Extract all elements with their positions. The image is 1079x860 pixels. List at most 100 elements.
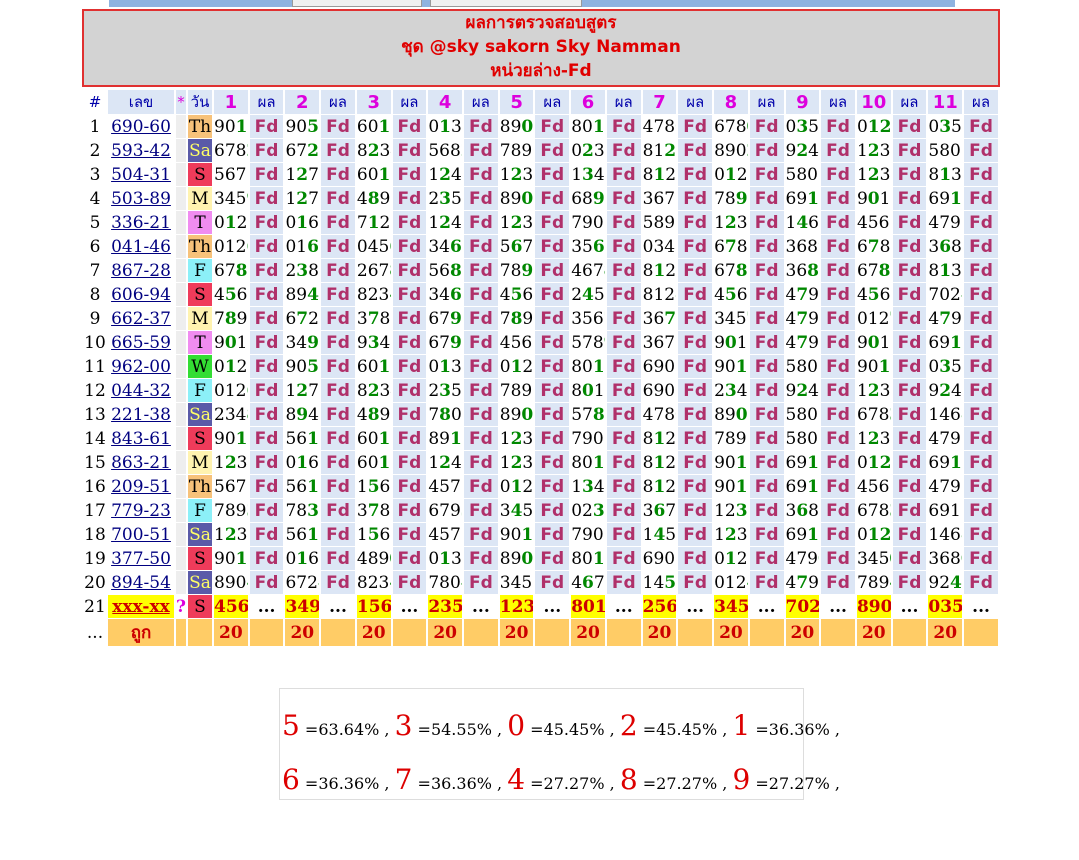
row-number-link[interactable]: 209-51 — [111, 476, 171, 497]
value-hit: 1 — [235, 116, 248, 137]
value-hit: 8 — [604, 261, 605, 281]
value-hit: 2 — [296, 188, 309, 209]
row-number-link[interactable]: 690-60 — [111, 116, 171, 137]
value-prefix: 60 — [356, 428, 379, 449]
value-suffix: 59 — [450, 188, 462, 209]
stat-digit: 0 — [507, 709, 526, 742]
value-prefix: 4 — [785, 284, 797, 305]
value-suffix: 34 — [379, 380, 391, 401]
formula-value: 5670 — [499, 235, 534, 258]
formula-value: 8124 — [642, 283, 677, 306]
result-fd: Fd — [321, 475, 355, 498]
row-number-link[interactable]: 606-94 — [111, 284, 171, 305]
value-hit: 0 — [867, 188, 880, 209]
formula-value: 2348 — [214, 403, 248, 426]
result-fd: Fd — [392, 331, 427, 354]
row-number-link[interactable]: 221-38 — [111, 404, 171, 425]
result-fd: Fd — [464, 355, 498, 378]
row-number-link[interactable]: 894-54 — [111, 572, 171, 593]
row-number-link[interactable]: 867-28 — [111, 260, 171, 281]
top-button-2[interactable] — [430, 0, 582, 7]
row-number-link[interactable]: 665-59 — [111, 332, 171, 353]
totals-value: 20 — [785, 619, 820, 646]
row-number-link[interactable]: 843-61 — [111, 428, 171, 449]
value-hit: 9 — [675, 333, 676, 353]
value-hit: 1 — [307, 524, 319, 545]
result-fd: Fd — [964, 163, 998, 186]
row-number-link[interactable]: 044-32 — [111, 380, 171, 401]
value-hit: 1 — [818, 165, 819, 185]
result-fd: Fd — [964, 379, 998, 402]
result-fd: Fd — [464, 139, 498, 162]
value-prefix: 1 — [499, 428, 511, 449]
value-hit: 1 — [592, 116, 605, 137]
value-prefix: 690 — [642, 380, 676, 401]
pending-value: 7023 — [785, 595, 820, 618]
value-hit: 0 — [961, 549, 962, 569]
row-number-link[interactable]: 336-21 — [111, 212, 171, 233]
value-prefix: 69 — [785, 476, 808, 497]
value-prefix: 890 — [714, 140, 747, 161]
row-number-link[interactable]: 377-50 — [111, 548, 171, 569]
day-badge: M — [188, 187, 212, 210]
value-suffix: 35 — [951, 164, 962, 185]
row-number-link[interactable]: 593-42 — [111, 140, 171, 161]
table-row: 20894-54Sa8904Fd6724Fd8234Fd7804Fd3458Fd… — [84, 571, 998, 594]
result-fd: Fd — [464, 235, 498, 258]
stat-percent: =36.36% — [304, 774, 380, 793]
value-suffix: 79 — [308, 188, 319, 209]
value-prefix: 02 — [571, 500, 593, 521]
formula-value: 3491 — [285, 331, 320, 354]
value-suffix: 34 — [379, 140, 391, 161]
stat-percent: =27.27% — [530, 774, 605, 793]
value-hit: 1 — [439, 548, 451, 569]
col-day-header: วัน — [188, 90, 212, 114]
value-prefix: 69 — [928, 332, 951, 353]
formula-value: 1345 — [571, 163, 605, 186]
result-fd: Fd — [749, 283, 784, 306]
value-suffix: 45 — [808, 380, 819, 401]
value-suffix: 24 — [665, 164, 677, 185]
pending-number-link[interactable]: xxx-xx — [112, 596, 170, 617]
row-number-cell: 221-38 — [108, 403, 174, 426]
row-number-link[interactable]: 503-89 — [111, 188, 171, 209]
day-badge: Sa — [188, 523, 212, 546]
value-prefix: 580 — [785, 428, 818, 449]
formula-value: 0126 — [214, 355, 248, 378]
value-prefix: 8 — [642, 476, 654, 497]
formula-value: 8012 — [571, 379, 605, 402]
value-prefix: 812 — [642, 284, 676, 305]
value-hit: 1 — [235, 548, 248, 569]
value-hit: 1 — [592, 452, 605, 473]
result-fd: Fd — [678, 571, 713, 594]
result-fd: Fd — [464, 403, 498, 426]
formula-value: 8234 — [356, 139, 391, 162]
formula-value: 0168 — [285, 451, 320, 474]
result-fd: Fd — [964, 283, 998, 306]
row-number-link[interactable]: 041-46 — [111, 236, 171, 257]
value-hit: 7 — [796, 572, 809, 593]
table-row: 9662-37M7893Fd6724Fd3789Fd6793Fd7892Fd35… — [84, 307, 998, 330]
value-prefix: 789 — [499, 380, 533, 401]
formula-value: 6912 — [785, 475, 820, 498]
value-prefix: 1 — [285, 164, 297, 185]
formula-value: 7835 — [285, 499, 320, 522]
row-number-link[interactable]: 962-00 — [111, 356, 171, 377]
row-star-cell — [176, 235, 186, 258]
row-number-link[interactable]: 779-23 — [111, 500, 171, 521]
value-prefix: 1 — [428, 452, 440, 473]
formula-value: 6913 — [928, 451, 963, 474]
row-number-link[interactable]: 700-51 — [111, 524, 171, 545]
row-number-link[interactable]: 504-31 — [111, 164, 171, 185]
top-button-1[interactable] — [292, 0, 422, 7]
row-number-link[interactable]: 863-21 — [111, 452, 171, 473]
value-prefix: 580 — [928, 140, 961, 161]
value-hit: 5 — [307, 356, 319, 377]
totals-blank — [892, 619, 927, 646]
totals-value: 20 — [428, 619, 463, 646]
formula-value: 3460 — [428, 235, 463, 258]
row-number-link[interactable]: 662-37 — [111, 308, 171, 329]
value-prefix: 4 — [499, 284, 511, 305]
value-suffix: 45 — [808, 140, 819, 161]
result-fd: Fd — [678, 259, 713, 282]
